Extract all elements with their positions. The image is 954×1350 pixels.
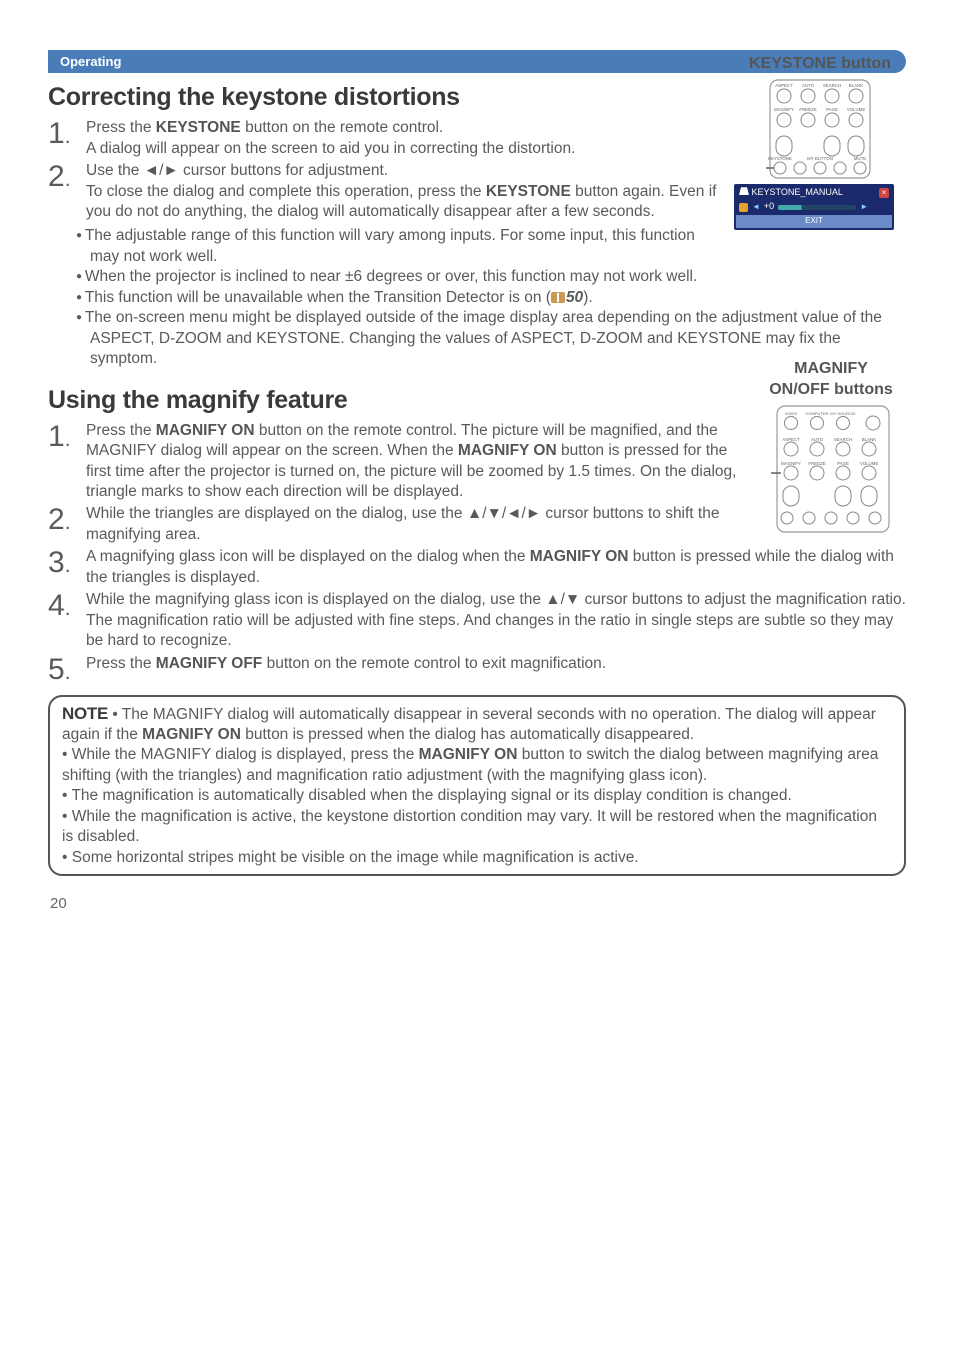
text: Press the: [86, 119, 156, 136]
keystone-step-1: 1 Press the KEYSTONE button on the remot…: [48, 118, 726, 159]
magnify-step-3: 3 A magnifying glass icon will be displa…: [48, 547, 906, 588]
text: button on the remote control.: [241, 119, 443, 136]
svg-text:PAGE: PAGE: [837, 461, 849, 466]
keystone-menu-exit: EXIT: [736, 215, 892, 228]
text: button on the remote control to exit mag…: [262, 655, 606, 672]
svg-text:KEYSTONE: KEYSTONE: [768, 156, 792, 161]
bullet-item: The adjustable range of this function wi…: [76, 226, 906, 267]
step-body: While the triangles are displayed on the…: [86, 504, 750, 545]
magnify-sidebar: MAGNIFY ON/OFF buttons VIDEO COMPUTERMY S…: [756, 358, 906, 538]
step-body: Press the MAGNIFY OFF button on the remo…: [86, 654, 906, 674]
text-bold: MAGNIFY ON: [156, 422, 255, 439]
page-number: 20: [50, 894, 906, 914]
magnify-step-5: 5 Press the MAGNIFY OFF button on the re…: [48, 654, 906, 685]
magnify-step-1: 1 Press the MAGNIFY ON button on the rem…: [48, 421, 750, 503]
remote-control-icon-2: VIDEO COMPUTERMY SOURCE/ASPECT AUTO SEARCH B…: [769, 404, 893, 534]
svg-text:MAGNIFY: MAGNIFY: [781, 461, 801, 466]
right-tri-icon: ►: [860, 202, 868, 213]
keystone-button-label-text: KEYSTONE button: [749, 55, 891, 72]
svg-text:SEARCH: SEARCH: [823, 83, 841, 88]
magnify-label: MAGNIFY ON/OFF buttons: [756, 358, 906, 400]
svg-text:MAGNIFY: MAGNIFY: [774, 107, 794, 112]
keystone-step-2: 2 Use the ◄/► cursor buttons for adjustm…: [48, 161, 726, 222]
return-icon: [739, 203, 748, 212]
step-body: Press the MAGNIFY ON button on the remot…: [86, 421, 750, 503]
svg-text:SEARCH: SEARCH: [834, 437, 852, 442]
step-number: 5: [48, 654, 86, 685]
keystone-menu-title: KEYSTONE_MANUAL: [752, 187, 843, 197]
keystone-value: +0: [764, 201, 774, 213]
step-number: 2: [48, 504, 86, 535]
svg-text:BLANK: BLANK: [862, 437, 876, 442]
step-body: A magnifying glass icon will be displaye…: [86, 547, 906, 588]
step-number: 4: [48, 590, 86, 621]
keystone-slider-row: ◄ +0 ►: [736, 200, 892, 214]
magnify-step-4: 4 While the magnifying glass icon is dis…: [48, 590, 906, 651]
text: A dialog will appear on the screen to ai…: [86, 140, 575, 157]
text: • Some horizontal stripes might be visib…: [62, 849, 639, 866]
page-ref: 50: [566, 289, 583, 306]
close-icon: ×: [879, 188, 889, 198]
text: • While the MAGNIFY dialog is displayed,…: [62, 746, 419, 763]
note-box: NOTE • The MAGNIFY dialog will automatic…: [48, 695, 906, 877]
magnify-label-1: MAGNIFY: [794, 360, 868, 377]
text: button is pressed when the dialog has au…: [241, 726, 694, 743]
step-body: Press the KEYSTONE button on the remote …: [86, 118, 726, 159]
keystone-sidebar: KEYSTONE button ASPECT AUTO SEARCH BLANK MAG…: [734, 53, 906, 229]
text-bold: MAGNIFY ON: [530, 548, 629, 565]
step-number: 2: [48, 161, 86, 192]
svg-text:FREEZE: FREEZE: [799, 107, 816, 112]
text-bold: MAGNIFY ON: [142, 726, 241, 743]
text: • The magnification is automatically dis…: [62, 787, 792, 804]
text: This function will be unavailable when t…: [85, 289, 551, 306]
step-number: 1: [48, 118, 86, 149]
svg-text:ASPECT: ASPECT: [782, 437, 800, 442]
bullet-item: This function will be unavailable when t…: [76, 288, 906, 308]
text: A magnifying glass icon will be displaye…: [86, 548, 530, 565]
svg-text:MY BUTTON: MY BUTTON: [807, 156, 833, 161]
text-bold: MAGNIFY OFF: [156, 655, 263, 672]
note-label: NOTE: [62, 704, 108, 723]
svg-text:MY SOURCE/: MY SOURCE/: [830, 411, 856, 416]
remote-control-icon: ASPECT AUTO SEARCH BLANK MAGNIFY FREEZE PAGE VO…: [766, 78, 874, 180]
step-body: While the magnifying glass icon is displ…: [86, 590, 906, 651]
svg-text:VOLUME: VOLUME: [847, 107, 866, 112]
svg-text:AUTO: AUTO: [811, 437, 824, 442]
svg-text:ASPECT: ASPECT: [775, 83, 793, 88]
svg-text:VIDEO: VIDEO: [785, 411, 797, 416]
text: • While the magnification is active, the…: [62, 808, 877, 845]
magnify-step-2: 2 While the triangles are displayed on t…: [48, 504, 750, 545]
manual-ref-icon: [551, 292, 565, 303]
text: ).: [583, 289, 592, 306]
svg-text:BLANK: BLANK: [849, 83, 863, 88]
text: To close the dialog and complete this op…: [86, 183, 486, 200]
svg-text:VOLUME: VOLUME: [860, 461, 879, 466]
svg-text:COMPUTER: COMPUTER: [806, 411, 829, 416]
keystone-bullets: The adjustable range of this function wi…: [48, 226, 906, 369]
keystone-menu-title-row: KEYSTONE_MANUAL ×: [736, 186, 892, 200]
text: Press the: [86, 422, 156, 439]
text-bold: MAGNIFY ON: [419, 746, 518, 763]
text-bold: KEYSTONE: [156, 119, 241, 136]
svg-text:AUTO: AUTO: [802, 83, 815, 88]
text: Use the ◄/► cursor buttons for adjustmen…: [86, 162, 388, 179]
left-tri-icon: ◄: [752, 202, 760, 213]
text-bold: KEYSTONE: [486, 183, 571, 200]
step-body: Use the ◄/► cursor buttons for adjustmen…: [86, 161, 726, 222]
keystone-icon: [739, 187, 749, 195]
keystone-button-label: KEYSTONE button: [734, 53, 906, 74]
magnify-label-2: ON/OFF buttons: [769, 381, 893, 398]
step-number: 3: [48, 547, 86, 578]
svg-text:MUTE: MUTE: [854, 156, 867, 161]
slider-track-icon: [778, 205, 856, 210]
svg-text:FREEZE: FREEZE: [808, 461, 825, 466]
bullet-item: When the projector is inclined to near ±…: [76, 267, 906, 287]
step-number: 1: [48, 421, 86, 452]
svg-text:PAGE: PAGE: [826, 107, 838, 112]
keystone-menu-mock: KEYSTONE_MANUAL × ◄ +0 ► EXIT: [734, 184, 894, 229]
text: Press the: [86, 655, 156, 672]
text-bold: MAGNIFY ON: [458, 442, 557, 459]
